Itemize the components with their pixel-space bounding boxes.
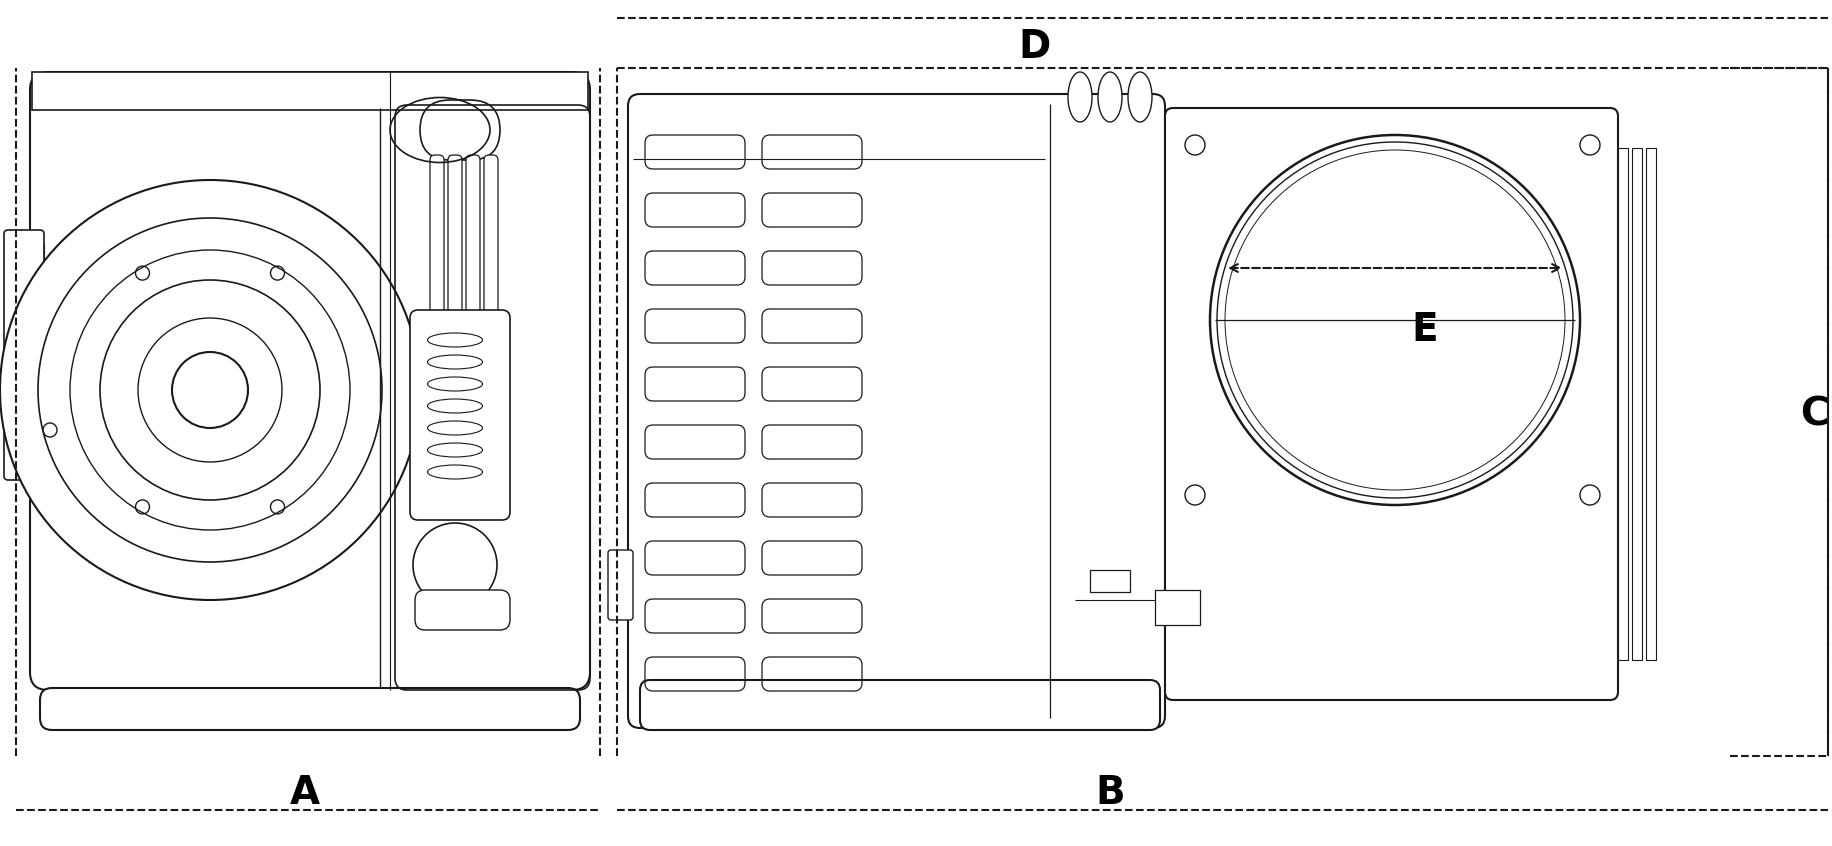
FancyBboxPatch shape bbox=[29, 72, 590, 690]
FancyBboxPatch shape bbox=[1165, 108, 1618, 700]
Circle shape bbox=[0, 180, 420, 600]
Ellipse shape bbox=[1068, 72, 1092, 122]
Text: A: A bbox=[289, 774, 321, 812]
FancyBboxPatch shape bbox=[414, 590, 509, 630]
Text: E: E bbox=[1411, 311, 1438, 349]
Bar bbox=[31, 72, 588, 110]
Circle shape bbox=[1209, 135, 1579, 505]
Circle shape bbox=[412, 523, 496, 607]
Text: D: D bbox=[1019, 28, 1050, 66]
FancyBboxPatch shape bbox=[484, 155, 498, 510]
FancyBboxPatch shape bbox=[431, 155, 443, 510]
FancyBboxPatch shape bbox=[628, 94, 1165, 728]
Text: C: C bbox=[1799, 396, 1828, 434]
Ellipse shape bbox=[1127, 72, 1150, 122]
FancyBboxPatch shape bbox=[639, 680, 1160, 730]
FancyBboxPatch shape bbox=[447, 155, 462, 510]
FancyBboxPatch shape bbox=[410, 310, 509, 520]
Bar bbox=[1154, 590, 1200, 625]
FancyBboxPatch shape bbox=[608, 550, 632, 620]
Bar bbox=[1618, 148, 1627, 660]
Text: B: B bbox=[1094, 774, 1125, 812]
FancyBboxPatch shape bbox=[465, 155, 480, 510]
FancyBboxPatch shape bbox=[4, 230, 44, 480]
Bar bbox=[1630, 148, 1641, 660]
Bar bbox=[1645, 148, 1654, 660]
Circle shape bbox=[172, 352, 247, 428]
Ellipse shape bbox=[1097, 72, 1121, 122]
FancyBboxPatch shape bbox=[40, 688, 579, 730]
Bar bbox=[1090, 570, 1129, 592]
